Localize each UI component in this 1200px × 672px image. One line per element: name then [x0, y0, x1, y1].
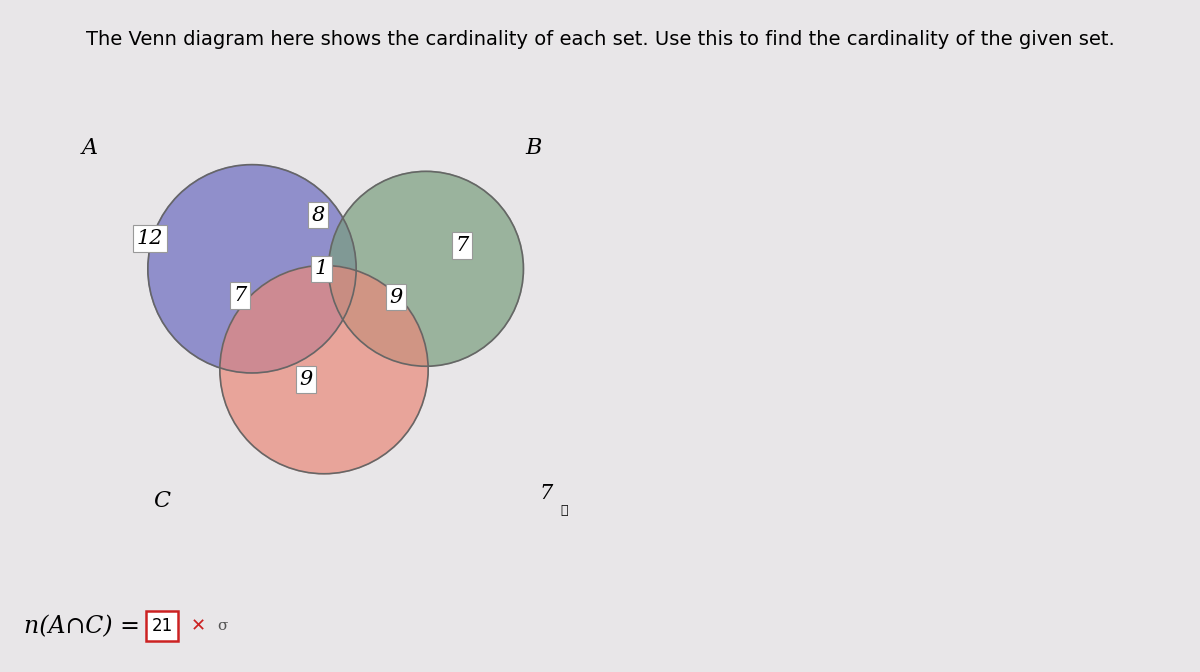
Text: 9: 9 — [389, 288, 403, 306]
Text: 1: 1 — [314, 259, 329, 278]
Ellipse shape — [329, 171, 523, 366]
Text: 7: 7 — [539, 485, 553, 503]
Text: 🔍: 🔍 — [560, 504, 568, 517]
Text: n(A∩C) =: n(A∩C) = — [24, 615, 148, 638]
Text: 9: 9 — [299, 370, 313, 389]
Text: 12: 12 — [137, 229, 163, 248]
Text: 21: 21 — [151, 618, 173, 635]
Text: B: B — [526, 137, 542, 159]
Ellipse shape — [148, 165, 356, 373]
Text: A: A — [82, 137, 98, 159]
Text: ✕: ✕ — [191, 618, 205, 635]
Text: 7: 7 — [455, 236, 469, 255]
Text: C: C — [154, 490, 170, 511]
Ellipse shape — [220, 265, 428, 474]
Text: The Venn diagram here shows the cardinality of each set. Use this to find the ca: The Venn diagram here shows the cardinal… — [85, 30, 1115, 49]
Text: σ: σ — [217, 620, 227, 633]
Text: 7: 7 — [233, 286, 247, 305]
Text: 8: 8 — [311, 206, 325, 224]
